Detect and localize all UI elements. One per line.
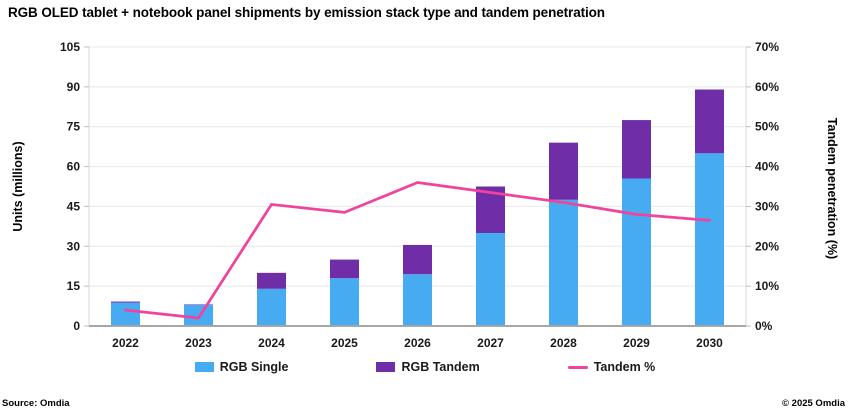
right-axis-tick-label: 0% <box>755 319 773 333</box>
right-axis-tick-label: 50% <box>755 120 779 134</box>
tandem-percent-line <box>124 181 711 320</box>
x-axis-tick-label: 2027 <box>477 336 504 350</box>
bar-segment-rgb-single-2026 <box>403 274 432 326</box>
x-axis-tick-label: 2023 <box>185 336 212 350</box>
left-axis-tick-label: 30 <box>67 239 81 253</box>
bar-segment-rgb-single-2029 <box>622 178 651 326</box>
legend-swatch-rgb-tandem <box>376 362 396 372</box>
x-axis-tick-label: 2025 <box>331 336 358 350</box>
left-axis-tick-label: 60 <box>67 160 81 174</box>
legend-label-rgb-single: RGB Single <box>219 360 289 374</box>
x-axis-tick-label: 2028 <box>550 336 577 350</box>
legend-item-rgb-single: RGB Single <box>194 360 289 374</box>
left-axis-tick-label: 45 <box>67 199 81 213</box>
bar-segment-rgb-single-2030 <box>695 153 724 326</box>
left-axis-tick-label: 105 <box>60 40 80 54</box>
bar-segment-rgb-single-2028 <box>549 199 578 326</box>
right-axis-title: Tandem penetration (%) <box>825 118 839 259</box>
source-note: Source: Omdia <box>2 398 70 409</box>
right-axis-tick-label: 20% <box>755 239 779 253</box>
left-axis-title: Units (millions) <box>11 141 25 231</box>
bar-segment-rgb-single-2024 <box>257 288 286 326</box>
chart-legend: RGB Single RGB Tandem Tandem % <box>0 360 850 374</box>
bar-segment-rgb-tandem-2029 <box>622 120 651 179</box>
right-axis-tick-label: 40% <box>755 160 779 174</box>
x-axis-tick-label: 2026 <box>404 336 431 350</box>
bar-segment-rgb-tandem-2025 <box>330 259 359 279</box>
right-axis-tick-label: 10% <box>755 279 779 293</box>
copyright-note: © 2025 Omdia <box>782 398 845 409</box>
legend-line-swatch-tandem-pct <box>567 365 588 369</box>
bar-segment-rgb-tandem-2028 <box>549 142 578 200</box>
legend-swatch-rgb-single <box>194 362 214 372</box>
legend-item-tandem-pct: Tandem % <box>567 360 656 374</box>
bar-segment-rgb-single-2025 <box>330 278 359 326</box>
legend-label-rgb-tandem: RGB Tandem <box>401 360 480 374</box>
legend-label-tandem-pct: Tandem % <box>593 360 656 374</box>
x-axis-tick-label: 2029 <box>623 336 650 350</box>
x-axis-tick-label: 2030 <box>696 336 723 350</box>
bar-segment-rgb-single-2022 <box>111 302 140 326</box>
right-axis-tick-label: 70% <box>755 40 779 54</box>
bar-segment-rgb-tandem-2030 <box>695 89 724 154</box>
x-axis-tick-label: 2024 <box>258 336 285 350</box>
bar-segment-rgb-tandem-2023 <box>184 304 213 306</box>
left-axis-tick-label: 90 <box>67 80 81 94</box>
chart-plot-area: 0 15 30 45 60 75 90 105 0% 10% 20% 30% 40% 50% 60% 70% 2… <box>11 40 839 350</box>
bar-segment-rgb-tandem-2024 <box>257 272 286 289</box>
chart-title: RGB OLED tablet + notebook panel shipmen… <box>8 5 605 20</box>
right-axis-tick-label: 30% <box>755 199 779 213</box>
bar-segment-rgb-tandem-2022 <box>111 301 140 303</box>
left-axis-tick-label: 75 <box>67 120 81 134</box>
bar-segment-rgb-single-2027 <box>476 233 505 326</box>
left-axis-tick-label: 15 <box>67 279 81 293</box>
bar-segment-rgb-tandem-2026 <box>403 244 432 275</box>
left-axis-tick-label: 0 <box>73 319 80 333</box>
x-axis-tick-label: 2022 <box>112 336 139 350</box>
legend-item-rgb-tandem: RGB Tandem <box>376 360 480 374</box>
right-axis-tick-label: 60% <box>755 80 779 94</box>
